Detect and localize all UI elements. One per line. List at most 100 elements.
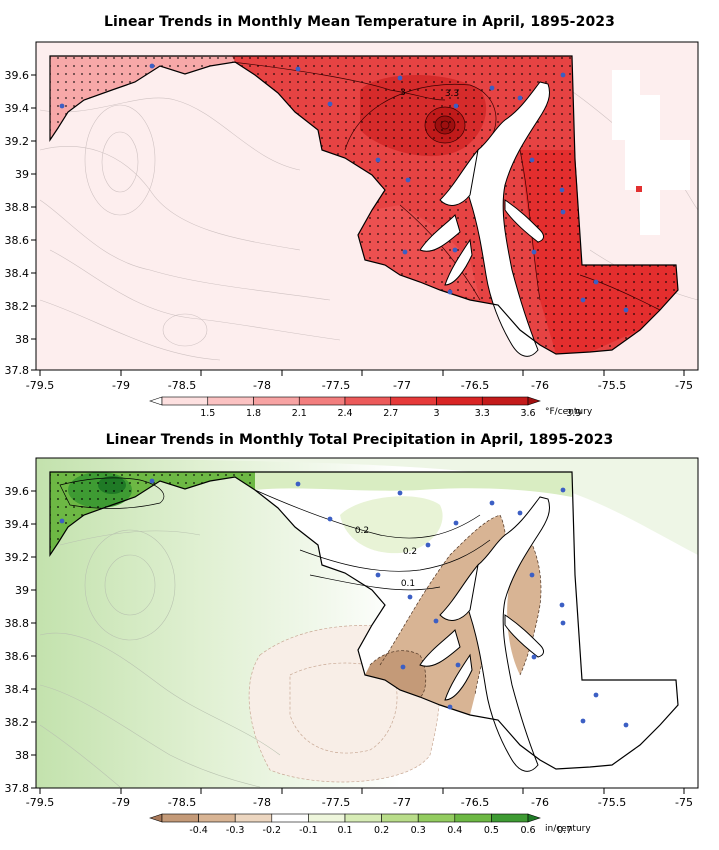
y-tick-label: 38.2 <box>5 716 30 729</box>
chesapeake-bay <box>419 81 551 357</box>
colorbar-tick-label: 3.6 <box>520 408 535 419</box>
colorbar-tick-label: -0.1 <box>299 825 318 836</box>
y-tick-label: 39 <box>15 168 29 181</box>
contour-label: 3 <box>400 88 406 98</box>
y-tick-label: 38.6 <box>5 234 30 247</box>
colorbar-tick-label: -0.4 <box>189 825 208 836</box>
y-tick-label: 39.2 <box>5 551 30 564</box>
temperature-colorbar: 1.5 1.8 2.1 2.4 2.7 3 3.3 3.6 3.9 <box>149 396 581 419</box>
contour-label: 0.1 <box>401 579 415 589</box>
colorbar-tick-label: -0.2 <box>263 825 282 836</box>
contour-label: 0.2 <box>403 547 417 557</box>
x-tick-label: -76 <box>531 379 549 392</box>
temperature-background-contours <box>39 89 698 361</box>
y-axis <box>31 74 36 371</box>
colorbar-tick-label: 0.1 <box>337 825 352 836</box>
maryland-boundary <box>49 55 679 355</box>
colorbar-tick-label: 1.8 <box>246 408 261 419</box>
colorbar-tick-label: 2.4 <box>337 408 352 419</box>
x-tick-label: -77.5 <box>322 379 350 392</box>
colorbar-tick-label: 2.7 <box>383 408 398 419</box>
x-axis <box>39 788 685 794</box>
colorbar-segment <box>253 396 300 406</box>
contour-label: 0.2 <box>355 526 369 536</box>
y-tick-label: 37.8 <box>5 782 30 795</box>
colorbar-tick-label: 0.7 <box>557 825 572 836</box>
y-tick-label: 39.4 <box>5 518 30 531</box>
x-axis <box>39 370 685 376</box>
colorbar-segment <box>271 813 309 823</box>
x-tick-label: -79 <box>112 796 130 809</box>
colorbar-segment <box>344 813 382 823</box>
precipitation-colorbar: -0.4 -0.3 -0.2 -0.1 0.1 0.2 0.3 0.4 0.5 0.6 0.7 <box>149 813 572 836</box>
maryland-boundary <box>49 471 679 770</box>
y-tick-label: 39 <box>15 584 29 597</box>
colorbar-segment <box>344 396 392 406</box>
x-tick-label: -76.5 <box>461 379 489 392</box>
colorbar-segment <box>417 813 456 823</box>
colorbar-unit: °F/century <box>545 407 593 417</box>
colorbar-segment <box>527 396 541 406</box>
x-tick-label: -78.5 <box>168 796 196 809</box>
colorbar-segment <box>207 396 254 406</box>
x-tick-label: -77 <box>393 379 411 392</box>
colorbar-segment <box>436 396 483 406</box>
y-tick-label: 39.6 <box>5 485 30 498</box>
station-markers <box>59 478 629 728</box>
x-tick-label: -79.5 <box>26 796 54 809</box>
colorbar-segment <box>161 396 209 406</box>
colorbar-tick-label: 2.1 <box>292 408 307 419</box>
x-tick-label: -79 <box>112 379 130 392</box>
colorbar-segment <box>149 813 163 823</box>
colorbar-unit: in/century <box>545 824 591 834</box>
colorbar-segment <box>454 813 492 823</box>
map-frame <box>35 41 699 371</box>
colorbar-segment <box>298 396 346 406</box>
colorbar-tick-label: -0.3 <box>226 825 245 836</box>
colorbar-segment <box>481 396 529 406</box>
colorbar-tick-label: 0.2 <box>374 825 389 836</box>
y-tick-label: 38.8 <box>5 201 30 214</box>
x-tick-label: -75 <box>675 379 693 392</box>
y-tick-label: 38.4 <box>5 683 30 696</box>
y-axis <box>31 490 36 789</box>
station-markers <box>59 63 629 313</box>
colorbar-segment <box>161 813 199 823</box>
colorbar-tick-label: 0.6 <box>520 825 535 836</box>
x-tick-label: -79.5 <box>26 379 54 392</box>
contour-label: 3.3 <box>445 89 459 99</box>
precipitation-map-title: Linear Trends in Monthly Total Precipita… <box>105 432 614 448</box>
x-tick-label: -75 <box>675 796 693 809</box>
y-tick-label: 38.4 <box>5 267 30 280</box>
grid-cell <box>636 186 642 192</box>
colorbar-tick-label: 3.9 <box>566 408 581 419</box>
colorbar-segment <box>381 813 419 823</box>
x-tick-label: -75.5 <box>598 379 626 392</box>
precipitation-map: 0.2 0.2 0.1 -79.5 -79 -78.5 -78 -77.5 -7… <box>5 457 699 836</box>
x-tick-label: -78 <box>253 379 271 392</box>
x-tick-label: -76.5 <box>461 796 489 809</box>
chesapeake-bay <box>419 496 551 772</box>
colorbar-tick-label: 0.4 <box>447 825 462 836</box>
colorbar-segment <box>198 813 236 823</box>
colorbar-segment <box>149 396 163 406</box>
x-tick-label: -77 <box>393 796 411 809</box>
x-tick-label: -75.5 <box>598 796 626 809</box>
colorbar-segment <box>234 813 273 823</box>
y-tick-label: 37.8 <box>5 364 30 377</box>
colorbar-tick-label: 1.5 <box>200 408 215 419</box>
y-tick-label: 39.4 <box>5 102 30 115</box>
colorbar-segment <box>491 813 529 823</box>
y-tick-label: 39.6 <box>5 69 30 82</box>
colorbar-tick-label: 3 <box>433 408 439 419</box>
y-tick-label: 38 <box>15 333 29 346</box>
masked-area <box>612 70 690 235</box>
y-tick-label: 39.2 <box>5 135 30 148</box>
y-tick-label: 38.6 <box>5 650 30 663</box>
colorbar-tick-label: 0.5 <box>484 825 499 836</box>
x-tick-label: -77.5 <box>322 796 350 809</box>
precip-background-contours <box>39 529 281 788</box>
y-tick-label: 38 <box>15 749 29 762</box>
y-tick-label: 38.8 <box>5 617 30 630</box>
temperature-map: 3 3.3 -79.5 -79 -78.5 -78 -77.5 -77 -76.… <box>5 41 699 419</box>
